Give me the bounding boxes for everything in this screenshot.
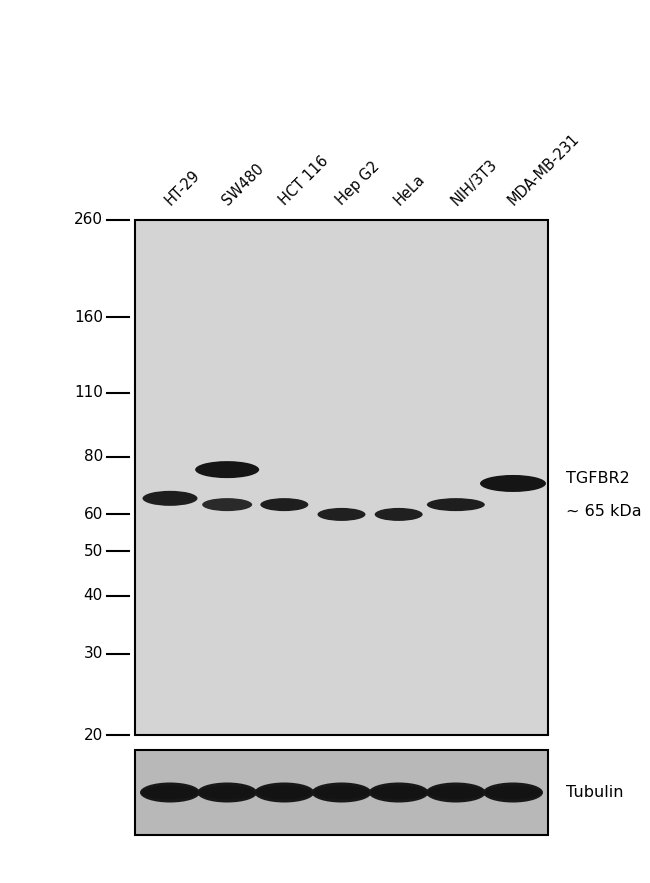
Ellipse shape: [374, 508, 422, 521]
Ellipse shape: [485, 786, 541, 799]
Bar: [135, 750, 548, 835]
Ellipse shape: [256, 786, 313, 799]
Text: NIH/3T3: NIH/3T3: [448, 156, 500, 208]
Ellipse shape: [317, 508, 365, 521]
Ellipse shape: [140, 782, 200, 803]
Text: 50: 50: [84, 544, 103, 559]
Text: SW480: SW480: [220, 161, 266, 208]
Ellipse shape: [480, 475, 546, 492]
Ellipse shape: [254, 782, 315, 803]
Text: Tubulin: Tubulin: [566, 785, 623, 800]
Ellipse shape: [427, 498, 485, 511]
Ellipse shape: [195, 461, 259, 478]
Ellipse shape: [370, 786, 426, 799]
Ellipse shape: [197, 782, 257, 803]
Ellipse shape: [426, 782, 486, 803]
Ellipse shape: [428, 786, 484, 799]
Text: HCT 116: HCT 116: [277, 153, 332, 208]
Ellipse shape: [483, 782, 543, 803]
Text: TGFBR2: TGFBR2: [566, 471, 630, 486]
Text: 80: 80: [84, 449, 103, 464]
Text: 260: 260: [74, 213, 103, 228]
Text: 160: 160: [74, 310, 103, 325]
Text: 40: 40: [84, 588, 103, 603]
Text: Hep G2: Hep G2: [334, 159, 383, 208]
Ellipse shape: [369, 782, 428, 803]
Text: 30: 30: [84, 646, 103, 661]
Ellipse shape: [202, 498, 252, 511]
Bar: [135, 220, 548, 735]
Text: 20: 20: [84, 728, 103, 743]
Ellipse shape: [313, 786, 369, 799]
Ellipse shape: [199, 786, 255, 799]
Text: 110: 110: [74, 385, 103, 400]
Text: HT-29: HT-29: [162, 168, 203, 208]
Ellipse shape: [142, 491, 198, 506]
Ellipse shape: [142, 786, 198, 799]
Text: ~ 65 kDa: ~ 65 kDa: [566, 504, 642, 519]
Text: MDA-MB-231: MDA-MB-231: [506, 131, 582, 208]
Text: HeLa: HeLa: [391, 171, 428, 208]
Text: 60: 60: [84, 507, 103, 522]
Ellipse shape: [261, 498, 308, 511]
Ellipse shape: [311, 782, 372, 803]
